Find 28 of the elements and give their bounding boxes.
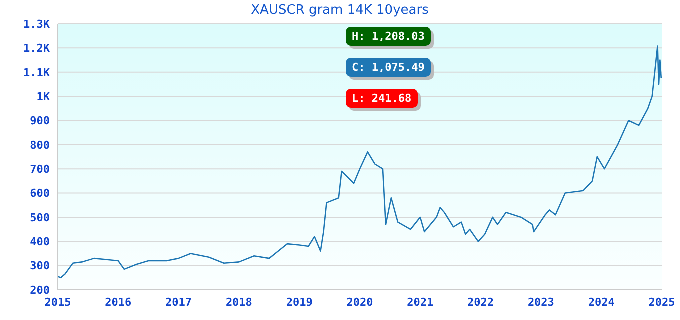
x-tick-label: 2021 [407, 296, 434, 309]
line-series [58, 46, 662, 279]
x-tick-label: 2024 [588, 296, 616, 309]
x-tick-label: 2018 [226, 296, 252, 309]
y-tick-label: 500 [30, 211, 50, 224]
x-tick-label: 2025 [648, 296, 676, 309]
x-tick-label: 2017 [166, 296, 192, 309]
x-tick-label: 2019 [286, 296, 313, 309]
y-tick-label: 1.1K [24, 66, 50, 80]
annotation: L: 241.68 [346, 89, 418, 108]
y-tick-label: 700 [30, 162, 50, 176]
x-tick-label: 2020 [346, 296, 374, 309]
y-tick-label: 900 [30, 114, 50, 128]
chart-title: XAUSCR gram 14K 10years [250, 3, 430, 18]
y-tick-label: 200 [30, 284, 50, 297]
y-tick-label: 800 [30, 138, 50, 152]
y-tick-label: 300 [30, 260, 50, 273]
x-tick-label: 2016 [105, 296, 132, 309]
y-tick-label: 1.3K [24, 18, 50, 31]
y-tick-label: 1K [36, 90, 50, 104]
y-tick-label: 600 [30, 187, 50, 200]
annotation: C: 1,075.49 [346, 58, 431, 77]
x-tick-label: 2022 [468, 296, 494, 309]
annotation: H: 1,208.03 [346, 27, 431, 46]
x-tick-label: 2023 [528, 296, 554, 309]
x-tick-label: 2015 [44, 296, 72, 309]
y-tick-label: 400 [30, 236, 50, 249]
y-tick-label: 1.2K [24, 42, 50, 56]
